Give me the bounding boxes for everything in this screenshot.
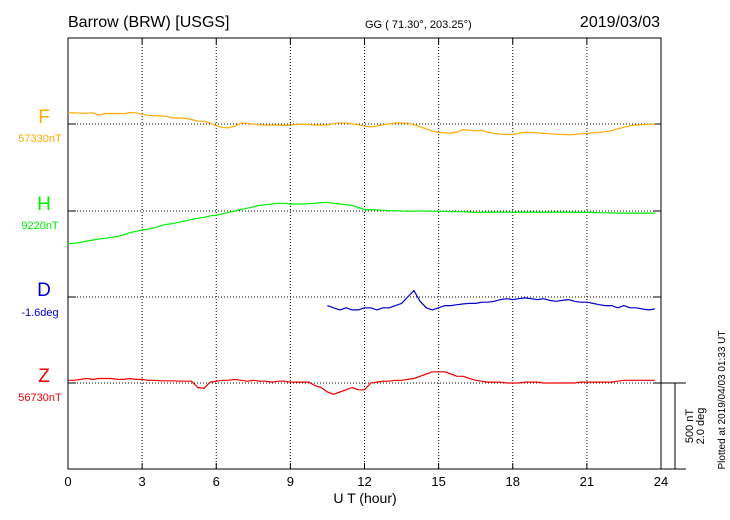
component-letter-d: D — [37, 280, 51, 301]
x-axis-ticks: 0 3 6 9 12 15 18 21 24 — [64, 38, 668, 489]
component-baselines — [68, 123, 661, 384]
station-coordinates: GG ( 71.30°, 203.25°) — [365, 19, 472, 31]
scale-deg-label: 2.0 deg — [695, 408, 707, 445]
component-traces — [67, 111, 655, 395]
x-tick-label: 15 — [431, 474, 445, 489]
x-tick-label: 9 — [287, 474, 294, 489]
baseline-value-d: -1.6deg — [21, 307, 58, 319]
baseline-value-z: 56730nT — [18, 392, 62, 404]
grid-lines — [68, 38, 661, 469]
x-tick-label: 18 — [506, 474, 520, 489]
x-tick-label: 0 — [64, 474, 71, 489]
series-line-f — [68, 111, 655, 136]
x-tick-label: 24 — [654, 474, 668, 489]
station-title: Barrow (BRW) [USGS] — [68, 14, 230, 31]
component-letter-f: F — [38, 107, 50, 128]
x-tick-label: 12 — [357, 474, 371, 489]
scale-bar: 500 nT 2.0 deg — [661, 382, 707, 470]
plot-date: 2019/03/03 — [580, 14, 660, 31]
series-line-h — [67, 201, 655, 245]
scale-nt-label: 500 nT — [684, 409, 696, 444]
x-axis-title: U T (hour) — [333, 490, 396, 506]
x-tick-label: 3 — [139, 474, 146, 489]
baseline-value-h: 9220nT — [21, 220, 59, 232]
component-letter-h: H — [37, 194, 51, 215]
series-line-z — [68, 371, 655, 395]
plotted-at-note: Plotted at 2019/04/03 01:33 UT — [717, 331, 728, 470]
baseline-value-f: 57330nT — [18, 133, 62, 145]
x-tick-label: 21 — [580, 474, 594, 489]
series-line-d — [327, 290, 655, 311]
component-labels: F 57330nT H 9220nT D -1.6deg Z 56730nT — [18, 107, 62, 404]
component-letter-z: Z — [38, 366, 50, 387]
x-tick-label: 6 — [213, 474, 220, 489]
